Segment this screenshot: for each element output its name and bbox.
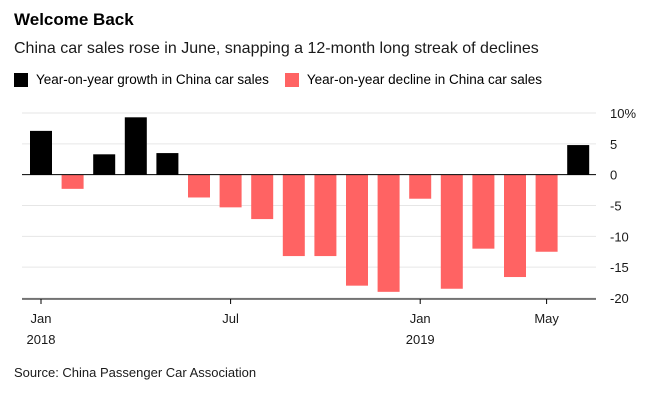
bar-mar-2018 (93, 154, 116, 175)
bar-sep-2018 (282, 174, 305, 257)
x-tick-label: Jan (410, 311, 431, 326)
bar-jan-2018 (30, 130, 52, 175)
legend-item-growth: Year-on-year growth in China car sales (14, 72, 269, 87)
bar-jan-2019 (409, 174, 432, 199)
bar-jul-2018 (219, 174, 242, 208)
x-tick-label: Jul (222, 311, 239, 326)
x-tick-label: May (534, 311, 559, 326)
y-tick-label: -15 (610, 260, 629, 275)
legend-swatch-decline (284, 72, 299, 87)
x-tick-year: 2019 (406, 332, 435, 347)
legend-item-decline: Year-on-year decline in China car sales (284, 72, 543, 87)
bar-may-2019 (535, 174, 558, 252)
bar-may-2018 (156, 153, 179, 175)
bar-jun-2019 (567, 145, 590, 175)
bar-dec-2018 (377, 174, 400, 292)
axes: 10% 5 0 -5 -10 -15 -20 Jan 2018 Jul Jan 2019 May (22, 106, 636, 347)
bar-mar-2019 (472, 174, 495, 249)
bars (30, 117, 590, 292)
legend-label-decline: Year-on-year decline in China car sales (306, 72, 543, 87)
x-tick-year: 2018 (27, 332, 56, 347)
chart-subtitle: China car sales rose in June, snapping a… (14, 40, 539, 57)
legend-swatch-growth (14, 72, 28, 87)
legend: Year-on-year growth in China car sales Y… (14, 72, 558, 87)
bar-feb-2018 (61, 174, 84, 189)
bar-apr-2018 (124, 117, 147, 175)
y-tick-label: 0 (610, 168, 617, 183)
x-tick-label: Jan (31, 311, 52, 326)
legend-label-growth: Year-on-year growth in China car sales (36, 72, 269, 87)
bar-nov-2018 (346, 174, 368, 286)
y-tick-label: 5 (610, 137, 617, 152)
bar-jun-2018 (188, 174, 210, 198)
y-tick-label: -20 (610, 291, 629, 306)
chart-title: Welcome Back (14, 10, 134, 29)
gridlines (22, 112, 596, 299)
y-tick-label: -5 (610, 199, 622, 214)
bar-feb-2019 (440, 174, 463, 289)
y-tick-label: -10 (610, 229, 629, 244)
y-tick-label: 10% (610, 106, 636, 121)
bar-oct-2018 (314, 174, 337, 257)
source-note: Source: China Passenger Car Association (14, 365, 257, 380)
bar-apr-2019 (504, 174, 526, 278)
bar-aug-2018 (251, 174, 274, 220)
